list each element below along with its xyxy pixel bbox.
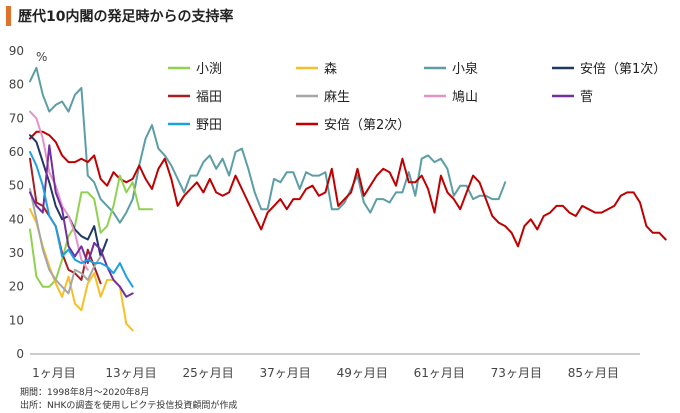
x-tick-label: 25ヶ月目 (182, 366, 233, 380)
x-tick-label: 13ヶ月目 (105, 366, 156, 380)
x-tick-label: 73ヶ月目 (491, 366, 542, 380)
y-axis-unit: % (36, 50, 47, 64)
series-line (29, 110, 89, 271)
y-tick-label: 0 (16, 347, 24, 361)
chart-title: 歴代10内閣の発足時からの支持率 (18, 9, 234, 25)
legend-label: 鳩山 (452, 90, 478, 105)
series-line (29, 144, 134, 298)
y-tick-label: 80 (9, 78, 24, 92)
x-tick-label: 49ヶ月目 (337, 366, 388, 380)
x-tick-label: 85ヶ月目 (568, 366, 619, 380)
series-line (29, 66, 507, 224)
title-block: 歴代10内閣の発足時からの支持率 (6, 6, 233, 26)
legend-label: 安倍（第2次） (324, 117, 410, 133)
legend-label: 福田 (196, 90, 222, 105)
legend-label: 麻生 (324, 90, 350, 105)
legend-label: 安倍（第1次） (580, 61, 666, 77)
series-line (29, 188, 102, 295)
legend-label: 小渕 (196, 62, 222, 77)
series-line (29, 208, 134, 332)
y-tick-label: 90 (9, 44, 24, 58)
y-tick-label: 10 (9, 313, 24, 327)
legend-label: 菅 (580, 90, 593, 105)
y-tick-label: 30 (9, 246, 24, 260)
y-tick-label: 60 (9, 145, 24, 159)
series-line (29, 157, 102, 285)
x-tick-label: 37ヶ月目 (260, 366, 311, 380)
source-note: 出所：NHKの調査を使用しピクテ投信投資顧問が作成 (20, 401, 238, 411)
series-line (29, 174, 153, 288)
y-tick-label: 40 (9, 212, 24, 226)
x-tick-label: 1ヶ月目 (32, 366, 76, 380)
title-accent-bar (6, 6, 11, 26)
x-tick-label: 61ヶ月目 (414, 366, 465, 380)
period-note: 期間：1998年8月～2020年8月 (20, 388, 150, 398)
series-line (29, 151, 134, 288)
y-tick-label: 20 (9, 280, 24, 294)
legend-label: 森 (324, 62, 337, 77)
y-tick-label: 70 (9, 111, 24, 125)
legend-label: 野田 (196, 118, 222, 133)
y-tick-label: 50 (9, 179, 24, 193)
series-line (29, 130, 667, 248)
legend-label: 小泉 (452, 61, 478, 77)
